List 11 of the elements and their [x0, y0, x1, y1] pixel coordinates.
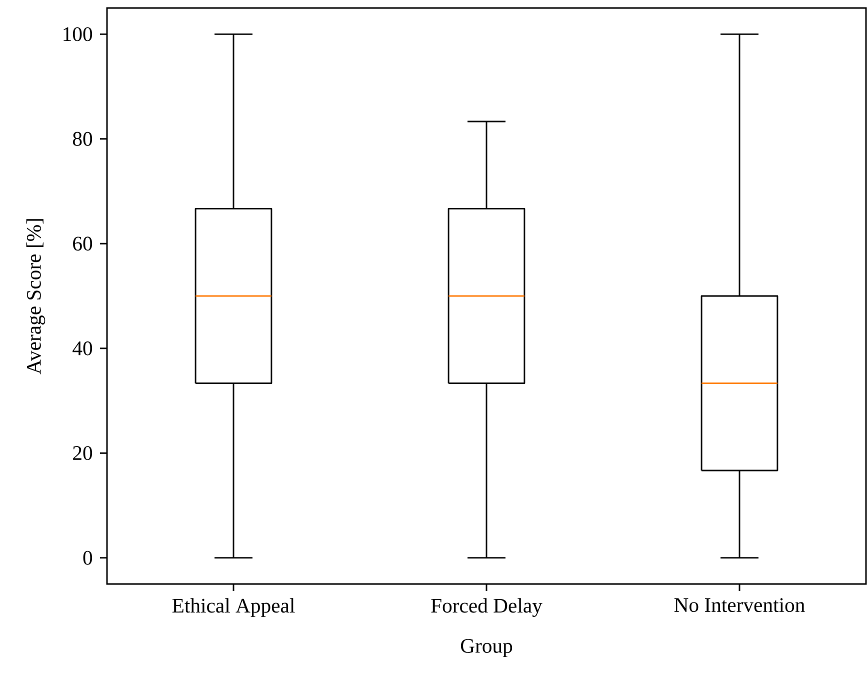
- x-tick-label: No Intervention: [674, 598, 805, 612]
- y-tick-label: 40: [72, 341, 92, 356]
- x-tick-label: Ethical Appeal: [172, 598, 295, 617]
- y-tick-label: 80: [72, 132, 92, 146]
- y-tick-label: 60: [73, 236, 92, 251]
- y-tick-label: 0: [83, 550, 92, 565]
- y-tick-label: 20: [73, 446, 92, 460]
- x-axis-title: Group: [460, 638, 512, 658]
- y-axis-title: Average Score [%]: [26, 219, 46, 374]
- y-tick-label: 100: [64, 27, 92, 42]
- x-tick-label: Forced Delay: [431, 598, 542, 617]
